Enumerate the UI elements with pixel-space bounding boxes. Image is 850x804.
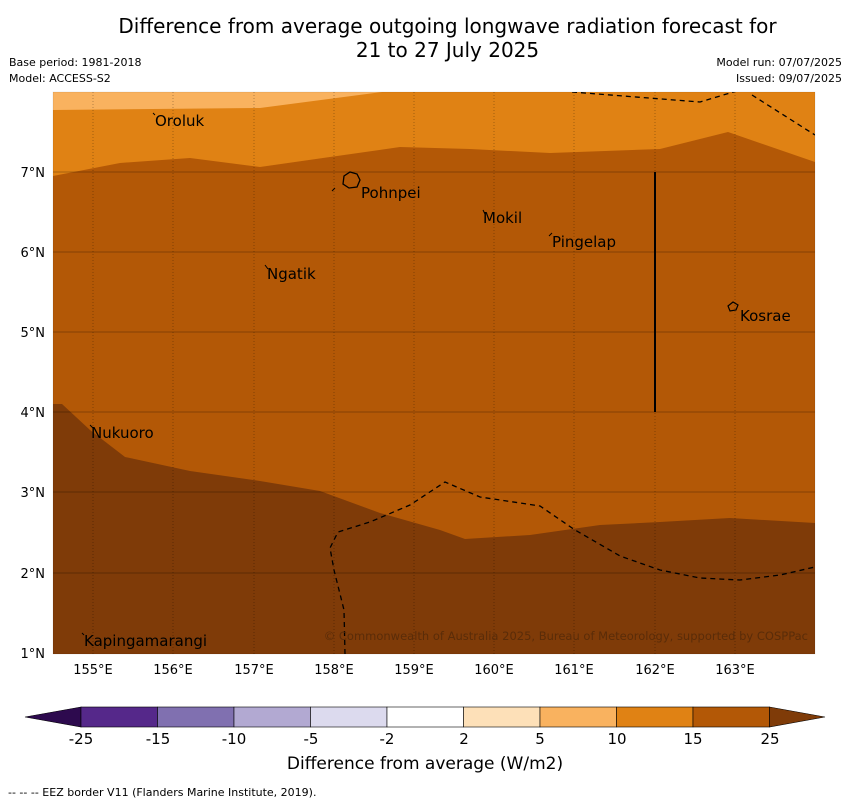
colorbar-segment [233,706,311,728]
colorbar-extend-low [24,706,82,728]
band-above-25 [53,404,815,654]
lon-tick-163: 163°E [715,663,755,678]
cb-label-15: 15 [683,730,703,748]
mokil-atoll-mark [482,209,486,215]
place-label-mokil: Mokil [483,209,522,227]
base-period: Base period: 1981-2018 [9,56,142,69]
lon-tick-155: 155°E [73,663,113,678]
lat-tick-1: 1°N [21,647,46,662]
lat-tick-4: 4°N [21,406,46,421]
lon-axis-labels: 155°E 156°E 157°E 158°E 159°E 160°E 161°… [73,663,755,678]
lon-tick-156: 156°E [153,663,193,678]
place-label-pohnpei: Pohnpei [361,184,421,202]
cb-label-neg2: -2 [379,730,395,748]
pohnpei-island-outline [342,171,361,189]
eez-border [329,92,815,654]
place-label-ngatik: Ngatik [267,265,316,283]
graticule [53,92,815,654]
kosrae-island-outline [727,301,739,312]
lat-tick-2: 2°N [21,567,46,582]
colorbar-segment [386,706,464,728]
colorbar-segment [80,706,158,728]
lat-tick-7: 7°N [21,166,46,181]
colorbar-segment [616,706,694,728]
place-label-oroluk: Oroluk [155,112,204,130]
title-line-1: Difference from average outgoing longwav… [118,14,777,38]
oroluk-atoll-mark [152,112,156,116]
cb-label-neg10: -10 [221,730,247,748]
nukuoro-atoll-mark [89,424,94,429]
map-area: Oroluk Pohnpei Mokil Pingelap Ngatik Kos… [53,92,815,654]
lon-tick-162: 162°E [635,663,675,678]
place-label-kosrae: Kosrae [740,307,791,325]
kapingamarangi-atoll-mark [81,632,85,636]
model-run: Model run: 07/07/2025 [716,56,842,69]
colorbar-segment [157,706,235,728]
pingelap-atoll-mark [548,232,553,237]
cb-label-10: 10 [607,730,627,748]
cb-label-neg15: -15 [145,730,171,748]
small-islet-mark [331,187,336,192]
lon-tick-157: 157°E [234,663,274,678]
cb-label-5: 5 [535,730,545,748]
colorbar-segment [310,706,388,728]
eez-legend-note: -- -- -- EEZ border V11 (Flanders Marine… [8,786,317,799]
colorbar-segment [463,706,541,728]
colorbar-segment [692,706,770,728]
model-name: Model: ACCESS-S2 [9,72,111,85]
lat-tick-6: 6°N [21,246,46,261]
title-line-2: 21 to 27 July 2025 [355,38,540,62]
colorbar-title: Difference from average (W/m2) [286,754,564,774]
colorbar [24,706,826,728]
place-labels: Oroluk Pohnpei Mokil Pingelap Ngatik Kos… [84,112,791,650]
meta-left: Base period: 1981-2018 Model: ACCESS-S2 [9,55,141,87]
copyright-notice: © Commonwealth of Australia 2025, Bureau… [324,629,808,643]
lat-tick-3: 3°N [21,486,46,501]
place-label-nukuoro: Nukuoro [91,424,154,442]
lon-tick-158: 158°E [314,663,354,678]
chart-title: Difference from average outgoing longwav… [0,14,850,62]
map-frame [52,91,816,655]
cb-label-25: 25 [760,730,780,748]
lon-tick-160: 160°E [474,663,514,678]
place-label-kapingamarangi: Kapingamarangi [84,632,207,650]
colorbar-extend-high [769,706,826,728]
issued-date: Issued: 09/07/2025 [735,72,842,85]
meta-right: Model run: 07/07/2025 Issued: 09/07/2025 [716,55,842,87]
cb-label-neg25: -25 [68,730,94,748]
lat-tick-5: 5°N [21,326,46,341]
lon-tick-159: 159°E [394,663,434,678]
colorbar-segment [539,706,617,728]
lon-tick-161: 161°E [554,663,594,678]
cb-label-neg5: -5 [303,730,319,748]
lat-axis-labels: 7°N 6°N 5°N 4°N 3°N 2°N 1°N [21,166,46,662]
cb-label-2: 2 [459,730,469,748]
ngatik-atoll-mark [264,264,269,270]
place-label-pingelap: Pingelap [552,233,616,251]
